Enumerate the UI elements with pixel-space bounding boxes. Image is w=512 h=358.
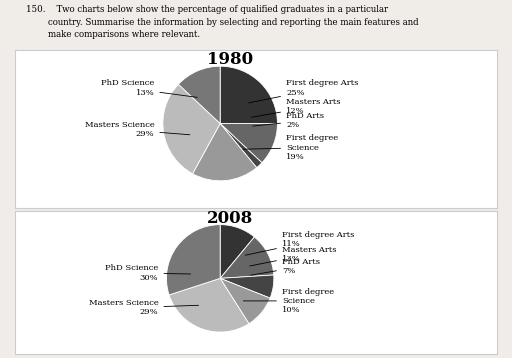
Text: First degree
Science
10%: First degree Science 10%: [243, 288, 334, 314]
Text: First degree Arts
25%: First degree Arts 25%: [249, 79, 358, 103]
Text: 2008: 2008: [207, 210, 253, 227]
Text: PhD Arts
7%: PhD Arts 7%: [251, 258, 320, 275]
Text: PhD Science
13%: PhD Science 13%: [101, 79, 197, 97]
Text: PhD Arts
2%: PhD Arts 2%: [253, 112, 324, 129]
Wedge shape: [163, 84, 220, 174]
Text: Masters Arts
12%: Masters Arts 12%: [251, 98, 340, 117]
Text: 150.    Two charts below show the percentage of qualified graduates in a particu: 150. Two charts below show the percentag…: [26, 5, 418, 39]
Wedge shape: [169, 279, 249, 332]
Wedge shape: [220, 225, 254, 279]
Wedge shape: [220, 66, 278, 124]
Wedge shape: [220, 275, 274, 298]
Wedge shape: [220, 124, 278, 163]
Wedge shape: [220, 237, 274, 279]
Text: 1980: 1980: [207, 51, 253, 68]
Wedge shape: [166, 225, 220, 295]
Wedge shape: [220, 279, 270, 324]
Text: First degree
Science
19%: First degree Science 19%: [243, 134, 338, 161]
Wedge shape: [193, 124, 257, 181]
Text: Masters Science
29%: Masters Science 29%: [84, 121, 190, 138]
Wedge shape: [178, 66, 220, 124]
Text: PhD Science
30%: PhD Science 30%: [105, 264, 190, 282]
Text: First degree Arts
11%: First degree Arts 11%: [245, 231, 354, 255]
Text: Masters Arts
13%: Masters Arts 13%: [250, 246, 336, 266]
Wedge shape: [220, 124, 262, 168]
Text: Masters Science
29%: Masters Science 29%: [89, 299, 199, 316]
